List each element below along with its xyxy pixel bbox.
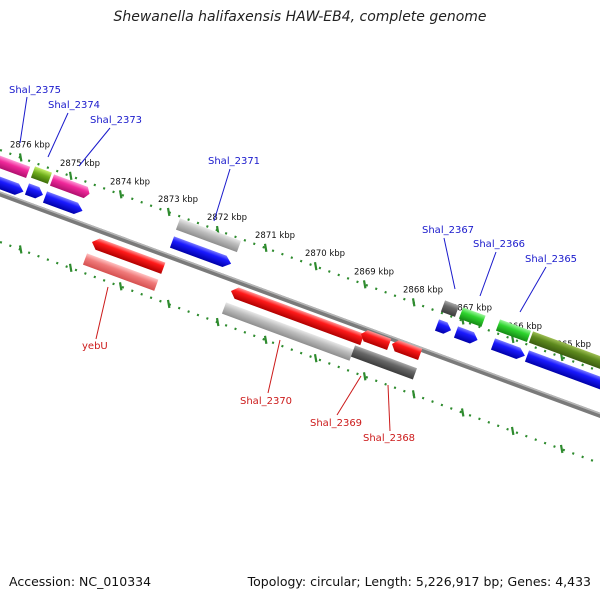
gene-label-leader	[479, 251, 497, 297]
ruler-tick-lower	[118, 282, 123, 291]
gene-label[interactable]: Shal_2368	[363, 433, 415, 444]
gene-label[interactable]: Shal_2366	[473, 239, 525, 250]
gene-feature-fwd-blue-6	[453, 326, 478, 344]
gene-feature-fwd-blue-4	[169, 236, 232, 268]
ruler-tick-lower	[215, 317, 220, 327]
gene-label-leader	[519, 266, 547, 313]
gene-feature-shal-2370	[221, 302, 354, 361]
gene-feature-fwd-blue-5	[434, 319, 452, 334]
ruler-tick-label: 2876 kbp	[10, 140, 50, 150]
ruler-tick-upper	[362, 280, 367, 289]
gene-label[interactable]: yebU	[82, 341, 108, 352]
ruler-tick-label: 2872 kbp	[207, 213, 247, 223]
gene-label-leader	[336, 375, 362, 416]
ruler-tick-lower	[313, 354, 318, 363]
gene-label-leader	[95, 286, 109, 340]
ruler-tick-lower	[263, 335, 268, 344]
ruler-tick-lower	[411, 390, 416, 399]
ruler-tick-lower	[68, 263, 73, 273]
gene-labels: Shal_2375 Shal_2374 Shal_2373 Shal_2371 Shal…	[9, 85, 577, 444]
genome-stats-text: Topology: circular; Length: 5,226,917 bp…	[247, 574, 591, 589]
gene-label[interactable]: Shal_2373	[90, 115, 142, 126]
gene-feature-shal-2369	[350, 345, 417, 380]
ruler-tick-lower	[559, 444, 564, 454]
ruler-ticks: 2876 kbp 2875 kbp 2874 kbp 2873 kbp 2872 kbp…	[10, 140, 591, 454]
ruler-tick-label: 2870 kbp	[305, 249, 345, 259]
ruler-tick-lower	[460, 408, 465, 417]
ruler-tick-upper	[68, 171, 73, 181]
ruler-tick-lower	[166, 299, 171, 309]
gene-label[interactable]: Shal_2367	[422, 225, 474, 236]
gene-label-leader	[387, 384, 391, 432]
gene-feature-shal-2366	[458, 307, 486, 327]
gene-feature-yebu	[82, 253, 159, 291]
accession-text: Accession: NC_010334	[9, 574, 152, 589]
gene-label[interactable]: Shal_2375	[9, 85, 61, 96]
ruler-tick-label: 2866 kbp	[502, 322, 542, 332]
gene-feature-fwd-blue-7	[490, 338, 525, 359]
gene-feature-fwd-blue-2	[24, 183, 43, 199]
gene-feature-shal-2366b	[495, 319, 532, 343]
gene-label[interactable]: Shal_2369	[310, 418, 362, 429]
gene-label[interactable]: Shal_2365	[525, 254, 577, 265]
gene-label-leader	[19, 96, 28, 144]
ruler-tick-label: 2865 kbp	[551, 340, 591, 350]
ruler-tick-upper	[118, 190, 123, 199]
ruler-tick-label: 2867 kbp	[452, 303, 492, 313]
ruler-tick-label: 2874 kbp	[110, 177, 150, 187]
backbone-line	[0, 184, 600, 432]
gene-feature-shal-2370-red	[231, 287, 365, 346]
gene-feature-shal-2371	[175, 218, 242, 253]
gene-label[interactable]: Shal_2370	[240, 396, 292, 407]
gene-feature-shal-2368-red	[392, 340, 423, 361]
ruler-tick-lower	[362, 372, 367, 381]
ruler-tick-label: 2868 kbp	[403, 285, 443, 295]
ruler-tick-upper	[263, 243, 268, 252]
gene-feature-shal-2373	[49, 174, 90, 199]
gene-label[interactable]: Shal_2371	[208, 156, 260, 167]
gene-feature-shal-2375	[0, 152, 31, 179]
ruler-tick-label: 2869 kbp	[354, 267, 394, 277]
gene-label[interactable]: Shal_2374	[48, 100, 100, 111]
gene-feature-shal-2369-red	[361, 330, 392, 351]
gene-feature-shal-2374	[30, 166, 52, 184]
ruler-tick-label: 2873 kbp	[158, 195, 198, 205]
gene-label-leader	[443, 237, 456, 290]
gene-feature-fwd-blue-3	[42, 191, 83, 215]
ruler-tick-upper	[411, 298, 416, 307]
gene-feature-fwd-blue-1	[0, 173, 24, 195]
gene-feature-shal-2365	[528, 331, 600, 372]
gene-label-leader	[267, 339, 281, 394]
ruler-tick-lower	[510, 426, 515, 436]
forward-strand-guide	[0, 142, 600, 387]
map-title: Shewanella halifaxensis HAW-EB4, complet…	[113, 9, 487, 25]
gene-feature-fwd-blue-8	[524, 350, 600, 391]
ruler-tick-upper	[18, 153, 23, 162]
gene-feature-yebu-red	[92, 238, 166, 274]
ruler-tick-label: 2871 kbp	[255, 231, 295, 241]
reverse-strand-guide	[0, 234, 600, 479]
ruler-tick-lower	[18, 245, 23, 254]
gene-label-leader	[78, 127, 111, 167]
gene-label-leader	[47, 112, 69, 158]
ruler-tick-label: 2875 kbp	[60, 159, 100, 169]
gene-label-leader	[213, 168, 231, 222]
gene-feature-shal-2367	[440, 300, 460, 317]
ruler-tick-upper	[166, 207, 171, 217]
ruler-tick-upper	[313, 262, 318, 271]
